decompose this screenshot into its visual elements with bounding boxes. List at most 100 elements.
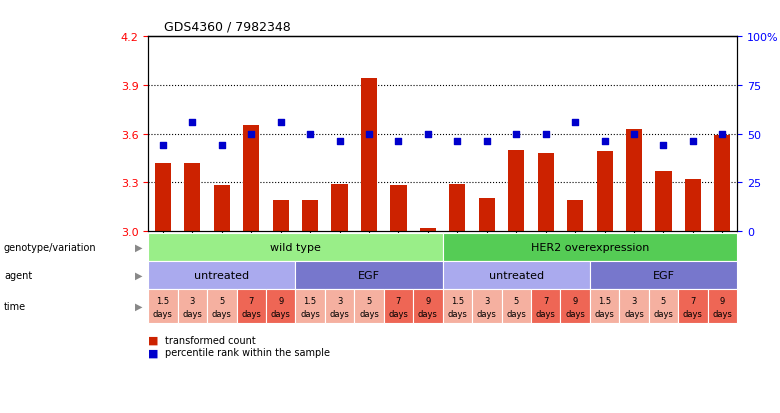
Text: days: days — [359, 309, 379, 318]
Bar — [508, 150, 524, 231]
Bar — [449, 184, 466, 231]
Bar — [619, 290, 649, 323]
Text: days: days — [388, 309, 409, 318]
Text: agent: agent — [4, 271, 32, 280]
Point — [215, 142, 228, 149]
Text: days: days — [271, 309, 291, 318]
Text: untreated: untreated — [194, 271, 250, 280]
Text: HER2 overexpression: HER2 overexpression — [530, 242, 649, 252]
Bar — [685, 180, 701, 231]
Bar — [332, 184, 348, 231]
Text: days: days — [712, 309, 732, 318]
Text: transformed count: transformed count — [165, 335, 256, 345]
Bar — [590, 261, 737, 290]
Text: 7: 7 — [690, 296, 696, 305]
Bar — [361, 79, 378, 231]
Text: untreated: untreated — [489, 271, 544, 280]
Point — [510, 131, 523, 138]
Bar — [597, 152, 613, 231]
Bar — [590, 290, 619, 323]
Text: 9: 9 — [425, 296, 431, 305]
Text: ▶: ▶ — [135, 301, 143, 311]
Text: days: days — [654, 309, 673, 318]
Point — [686, 139, 699, 145]
Bar — [302, 201, 318, 231]
Text: EGF: EGF — [358, 271, 380, 280]
Bar — [214, 186, 230, 231]
Text: days: days — [594, 309, 615, 318]
Point — [569, 119, 581, 126]
Text: wild type: wild type — [270, 242, 321, 252]
Bar — [384, 290, 413, 323]
Bar — [296, 290, 324, 323]
Text: 1.5: 1.5 — [598, 296, 612, 305]
Bar — [649, 290, 679, 323]
Text: days: days — [506, 309, 526, 318]
Bar — [236, 290, 266, 323]
Bar — [472, 290, 502, 323]
Text: 5: 5 — [367, 296, 371, 305]
Text: 7: 7 — [249, 296, 254, 305]
Text: 1.5: 1.5 — [451, 296, 464, 305]
Text: days: days — [212, 309, 232, 318]
Text: time: time — [4, 301, 26, 311]
Bar — [184, 164, 200, 231]
Point — [598, 139, 611, 145]
Bar — [714, 136, 731, 231]
Text: days: days — [624, 309, 644, 318]
Text: ■: ■ — [148, 335, 158, 345]
Point — [363, 131, 375, 138]
Bar — [626, 129, 642, 231]
Bar — [154, 164, 171, 231]
Text: 9: 9 — [573, 296, 578, 305]
Bar — [148, 290, 178, 323]
Bar — [148, 233, 443, 261]
Text: ▶: ▶ — [135, 242, 143, 252]
Text: days: days — [418, 309, 438, 318]
Bar — [679, 290, 707, 323]
Text: days: days — [536, 309, 555, 318]
Text: ■: ■ — [148, 347, 158, 357]
Bar — [567, 201, 583, 231]
Text: days: days — [448, 309, 467, 318]
Bar — [390, 186, 406, 231]
Point — [245, 131, 257, 138]
Text: ▶: ▶ — [135, 271, 143, 280]
Bar — [560, 290, 590, 323]
Text: days: days — [566, 309, 585, 318]
Bar — [707, 290, 737, 323]
Point — [716, 131, 729, 138]
Bar — [148, 261, 296, 290]
Point — [540, 131, 552, 138]
Point — [480, 139, 493, 145]
Text: 1.5: 1.5 — [156, 296, 169, 305]
Text: days: days — [683, 309, 703, 318]
Text: 5: 5 — [219, 296, 225, 305]
Bar — [502, 290, 531, 323]
Point — [186, 119, 199, 126]
Bar — [655, 171, 672, 231]
Bar — [413, 290, 443, 323]
Bar — [243, 126, 260, 231]
Text: days: days — [330, 309, 349, 318]
Bar — [272, 201, 289, 231]
Text: days: days — [477, 309, 497, 318]
Text: 9: 9 — [720, 296, 725, 305]
Bar — [354, 290, 384, 323]
Text: 3: 3 — [337, 296, 342, 305]
Bar — [296, 261, 443, 290]
Text: 3: 3 — [631, 296, 636, 305]
Point — [628, 131, 640, 138]
Text: 5: 5 — [514, 296, 519, 305]
Bar — [420, 228, 436, 231]
Point — [422, 131, 434, 138]
Text: 7: 7 — [395, 296, 401, 305]
Text: days: days — [241, 309, 261, 318]
Text: GDS4360 / 7982348: GDS4360 / 7982348 — [164, 20, 290, 33]
Text: percentile rank within the sample: percentile rank within the sample — [165, 347, 331, 357]
Bar — [443, 233, 737, 261]
Text: 3: 3 — [484, 296, 490, 305]
Text: EGF: EGF — [653, 271, 675, 280]
Text: 3: 3 — [190, 296, 195, 305]
Text: 1.5: 1.5 — [303, 296, 317, 305]
